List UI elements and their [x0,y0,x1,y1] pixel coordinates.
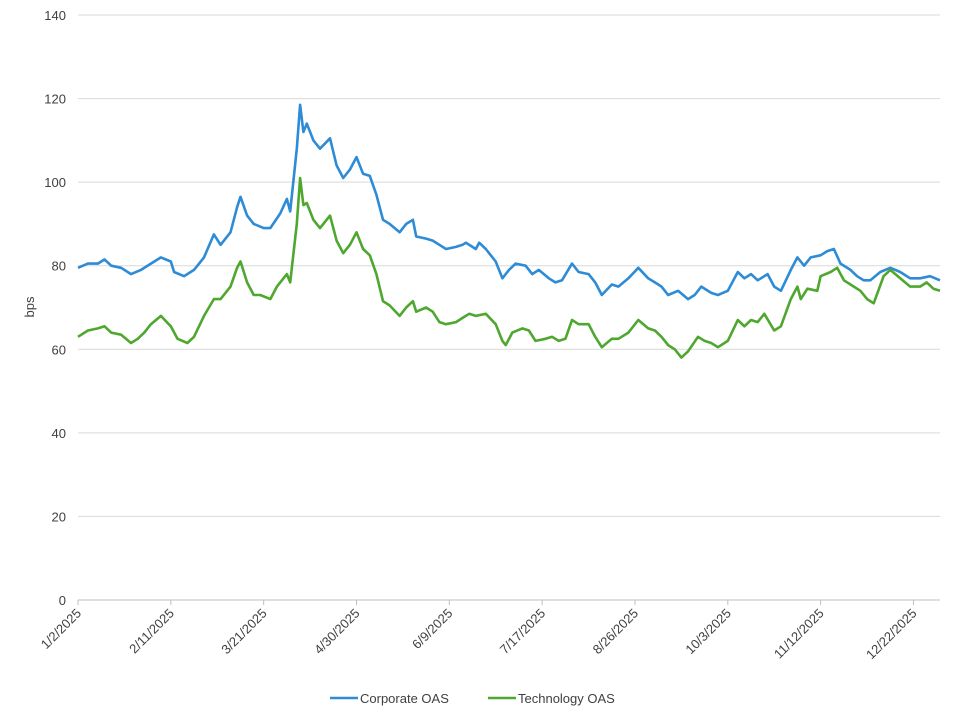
x-tick-label: 12/22/2025 [863,606,920,663]
y-tick-label: 80 [52,259,66,274]
x-tick-label: 8/26/2025 [590,606,642,658]
y-tick-label: 40 [52,426,66,441]
x-tick-label: 10/3/2025 [682,606,734,658]
x-tick-label: 7/17/2025 [497,606,549,658]
series-line-technology-oas [77,176,941,359]
x-tick-label: 2/11/2025 [126,606,177,657]
legend: Corporate OAS Technology OAS [330,691,615,706]
series-lines [77,103,941,359]
x-tick-label: 11/12/2025 [771,606,827,662]
x-axis-ticks: 1/2/2025 2/11/2025 3/21/2025 4/30/2025 6/9/2… [38,600,920,662]
x-tick-label: 4/30/2025 [311,606,363,658]
x-tick-label: 1/2/2025 [38,606,84,652]
gridlines [78,14,940,601]
y-tick-label: 120 [44,92,66,107]
y-axis-label: bps [22,296,37,317]
y-tick-label: 20 [52,509,66,524]
y-tick-label: 0 [59,593,66,608]
y-tick-label: 100 [44,175,66,190]
x-tick-label: 3/21/2025 [218,606,270,658]
legend-label: Corporate OAS [360,691,449,706]
x-tick-label: 6/9/2025 [409,606,455,652]
y-tick-label: 60 [52,342,66,357]
series-line-corporate-oas [77,103,941,301]
y-axis-ticks: 0 20 40 60 80 100 120 140 [44,8,66,608]
y-tick-label: 140 [44,8,66,23]
legend-label: Technology OAS [518,691,615,706]
